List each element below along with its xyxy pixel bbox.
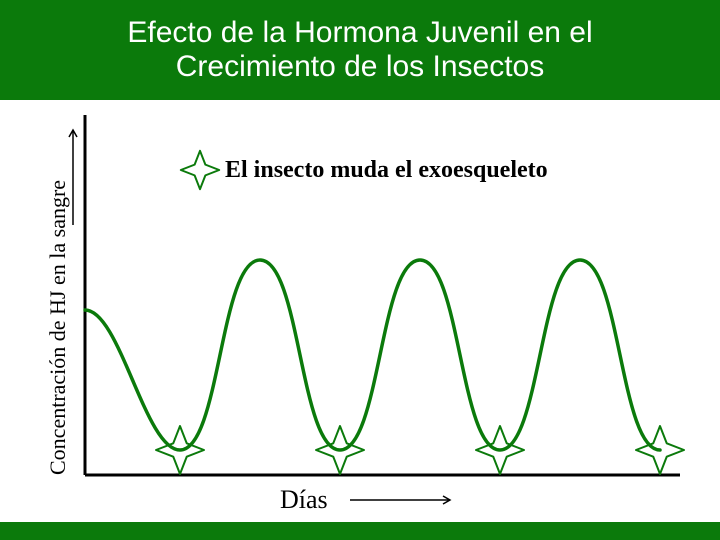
markers-layer (156, 151, 684, 474)
chart-svg (0, 0, 720, 540)
page: Efecto de la Hormona Juvenil en el Creci… (0, 0, 720, 540)
curve-layer (85, 260, 660, 450)
axes-layer (69, 115, 680, 504)
